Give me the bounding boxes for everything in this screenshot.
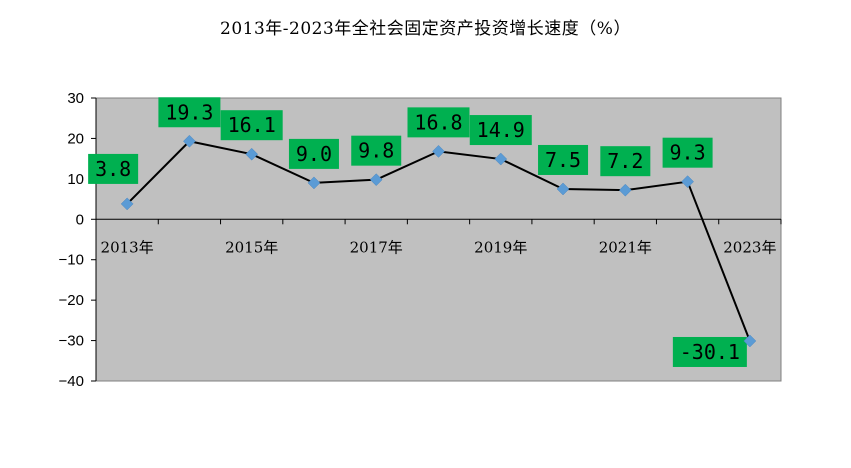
y-tick-label: −10	[59, 252, 84, 269]
data-label: 7.5	[545, 148, 581, 172]
y-tick-label: 10	[67, 171, 84, 188]
data-label: 16.8	[414, 110, 462, 134]
data-label: 3.8	[95, 157, 131, 181]
data-label-box	[662, 137, 713, 168]
y-tick-label: −20	[59, 292, 84, 309]
y-tick-label: −40	[59, 373, 84, 390]
data-label: 7.2	[607, 149, 643, 173]
data-point	[369, 173, 383, 187]
data-label-box	[351, 135, 402, 166]
y-tick-label: 30	[67, 90, 84, 107]
data-label-box	[672, 336, 747, 367]
data-label-box	[288, 138, 339, 169]
data-label-box	[407, 107, 470, 138]
data-label: 19.3	[165, 100, 213, 124]
data-label-box	[220, 110, 283, 141]
data-label: 9.3	[670, 141, 706, 165]
x-tick-label: 2017年	[350, 238, 403, 256]
data-point	[494, 152, 508, 166]
chart-title: 2013年-2023年全社会固定资产投资增长速度（%）	[220, 19, 631, 39]
data-label: 14.9	[477, 118, 525, 142]
data-label-box	[469, 115, 532, 146]
x-tick-label: 2021年	[599, 238, 652, 256]
data-label: -30.1	[680, 340, 740, 364]
x-tick-label: 2019年	[474, 238, 527, 256]
data-label-box	[88, 153, 139, 184]
data-label: 9.0	[296, 142, 332, 166]
x-tick-label: 2015年	[225, 238, 278, 256]
data-label: 9.8	[358, 139, 394, 163]
data-point	[120, 197, 134, 211]
data-label-box	[538, 144, 589, 175]
data-point	[183, 134, 196, 148]
data-point	[681, 175, 694, 189]
x-tick-label: 2013年	[101, 238, 154, 256]
y-tick-label: 0	[76, 211, 84, 228]
data-point	[432, 145, 445, 158]
data-label-box	[158, 97, 221, 128]
data-label-box	[600, 146, 651, 177]
data-label: 16.1	[228, 113, 276, 137]
x-tick-label: 2023年	[723, 238, 776, 256]
y-tick-label: 20	[67, 130, 84, 147]
data-point	[743, 334, 757, 348]
data-point	[556, 182, 570, 196]
data-point	[307, 176, 321, 190]
data-point	[245, 147, 259, 161]
data-point	[618, 183, 632, 197]
y-tick-label: −30	[59, 333, 84, 350]
